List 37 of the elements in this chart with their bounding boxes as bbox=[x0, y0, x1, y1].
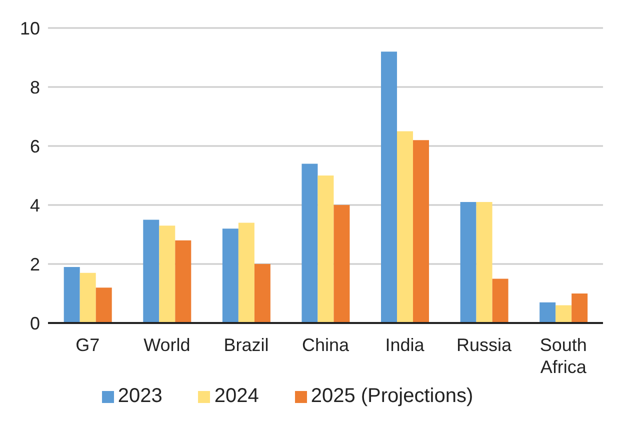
bar bbox=[381, 52, 397, 323]
bar bbox=[222, 228, 238, 323]
bar bbox=[318, 176, 334, 323]
bar bbox=[540, 302, 556, 323]
bar bbox=[572, 294, 588, 323]
y-tick-label: 6 bbox=[30, 136, 40, 156]
bar bbox=[492, 278, 508, 323]
legend-label: 2025 (Projections) bbox=[310, 385, 474, 407]
bar bbox=[254, 264, 270, 323]
bar bbox=[413, 140, 429, 323]
x-tick-label: G7 bbox=[76, 335, 100, 355]
bar bbox=[96, 288, 112, 323]
bar bbox=[175, 240, 192, 323]
x-tick-label: India bbox=[385, 335, 426, 355]
bar bbox=[334, 205, 350, 323]
bar bbox=[476, 202, 492, 323]
y-tick-label: 0 bbox=[30, 313, 40, 334]
bar bbox=[460, 202, 476, 323]
y-tick-label: 8 bbox=[30, 77, 40, 98]
x-tick-label: South Africa bbox=[540, 335, 588, 377]
x-tick-label: Russia bbox=[456, 335, 513, 355]
x-tick-label: World bbox=[144, 335, 190, 355]
bar bbox=[159, 226, 176, 323]
y-tick-label: 2 bbox=[30, 254, 40, 274]
legend-label: 2023 bbox=[118, 385, 162, 407]
bar bbox=[64, 266, 80, 323]
y-tick-label: 4 bbox=[30, 195, 40, 216]
bar bbox=[143, 220, 160, 323]
bar bbox=[397, 131, 413, 323]
bar bbox=[556, 305, 572, 323]
x-tick-label: Brazil bbox=[224, 335, 269, 355]
y-tick-label: 10 bbox=[20, 18, 40, 38]
bar bbox=[238, 222, 254, 323]
bar bbox=[80, 272, 96, 323]
x-tick-label: China bbox=[302, 335, 350, 355]
legend-label: 2024 bbox=[214, 385, 259, 407]
bar bbox=[302, 164, 318, 323]
